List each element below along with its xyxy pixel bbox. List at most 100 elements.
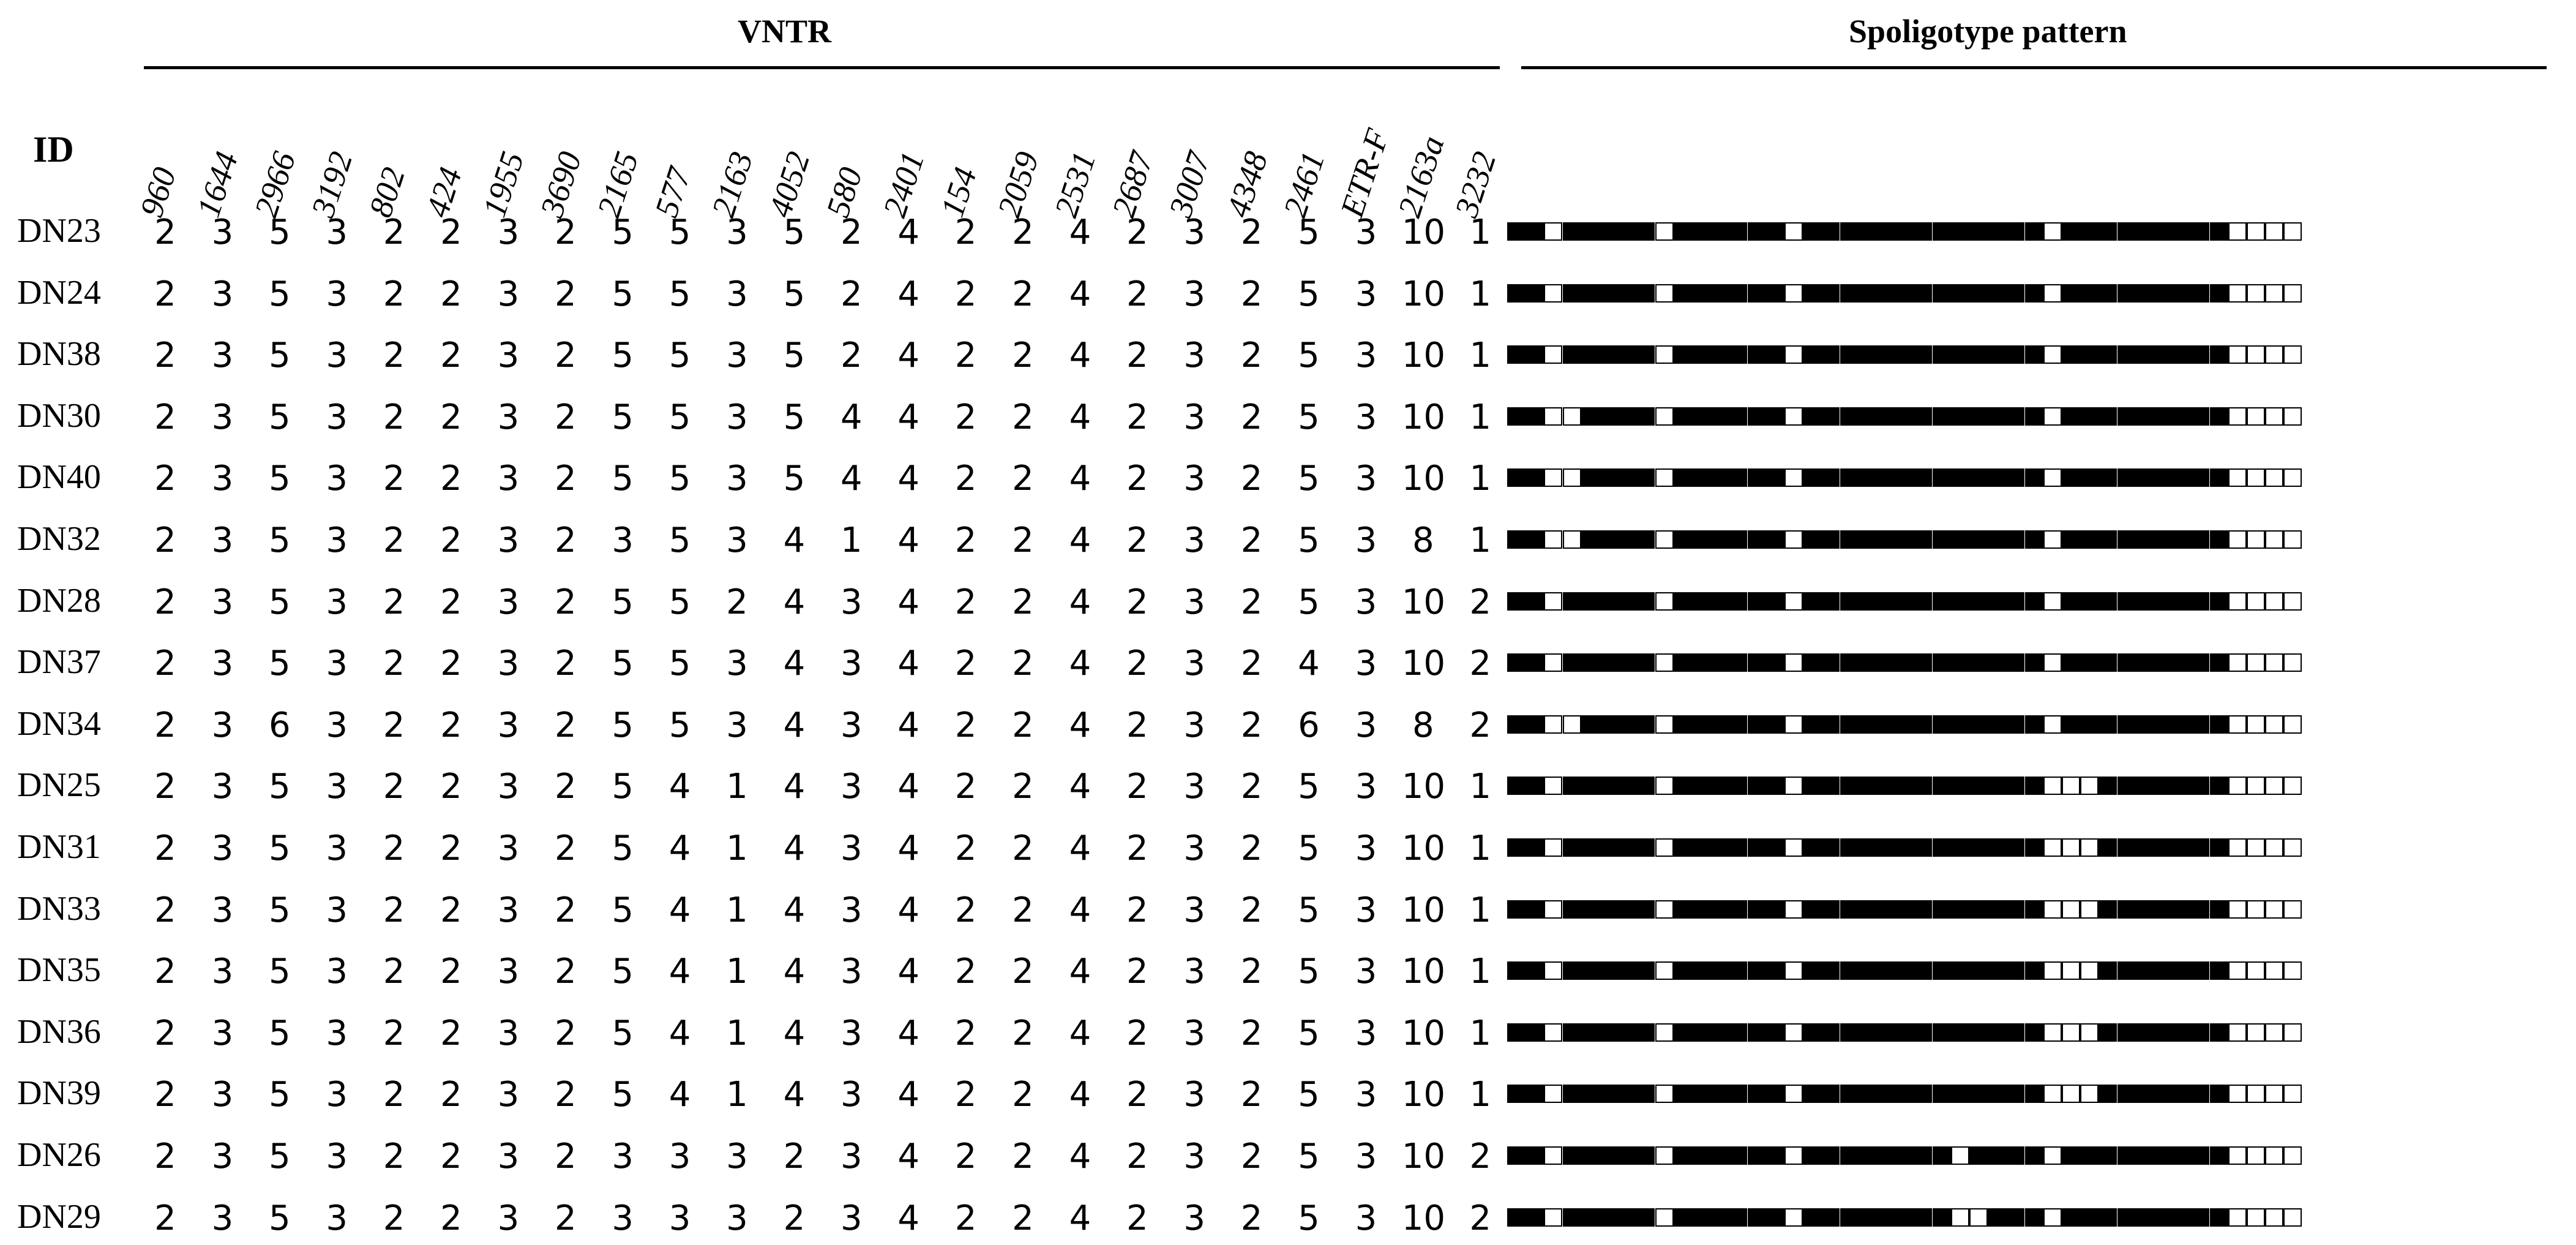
spacer-present [1765, 1085, 1784, 1104]
spacer-present [2099, 530, 2117, 549]
spacer-present [1618, 961, 1637, 980]
spacer-absent [1784, 468, 1803, 487]
vntr-value: 5 [612, 274, 634, 314]
vntr-value: 3 [326, 890, 348, 930]
vntr-value: 4 [897, 1137, 919, 1176]
spacer-present [2191, 653, 2210, 672]
spacer-present [1526, 653, 1544, 672]
spacer-present [1729, 592, 1748, 611]
spacer-absent [2247, 838, 2265, 857]
spacer-present [1858, 284, 1877, 303]
spacer-absent [1655, 653, 1674, 672]
spacer-present [1600, 345, 1618, 364]
spacer-absent [1562, 407, 1581, 426]
spacer-absent [2283, 961, 2302, 980]
vntr-value: 2 [440, 1137, 462, 1176]
spacer-present [1821, 1023, 1840, 1042]
spacer-present [2062, 468, 2080, 487]
spacer-absent [2283, 1085, 2302, 1104]
spacer-absent [2247, 653, 2265, 672]
spacer-present [1988, 407, 2007, 426]
spacer-present [1636, 284, 1655, 303]
spacer-present [1618, 715, 1637, 734]
vntr-value: 2 [1126, 767, 1148, 807]
spacer-present [1600, 715, 1618, 734]
spacer-present [1895, 284, 1914, 303]
spacer-present [1526, 407, 1544, 426]
vntr-value: 2 [554, 582, 577, 622]
spacer-present [2173, 468, 2192, 487]
spacer-present [1969, 284, 1988, 303]
spacer-present [2117, 1085, 2136, 1104]
spacer-absent [2043, 468, 2062, 487]
spacer-present [1821, 715, 1840, 734]
spacer-present [2062, 715, 2080, 734]
spacer-present [2209, 838, 2228, 857]
vntr-value: 3 [840, 1013, 863, 1053]
spacer-absent [1544, 1208, 1563, 1227]
spacer-present [2024, 530, 2043, 549]
spacer-present [1858, 222, 1877, 241]
spacer-present [1618, 284, 1637, 303]
spacer-absent [2247, 1208, 2265, 1227]
vntr-value: 3 [211, 1198, 234, 1238]
vntr-value: 2 [440, 767, 462, 807]
spacer-present [1877, 961, 1895, 980]
vntr-value: 4 [897, 767, 919, 807]
vntr-value: 1 [1469, 829, 1491, 868]
spacer-present [1618, 345, 1637, 364]
spacer-present [2154, 592, 2173, 611]
spacer-present [1914, 1146, 1933, 1165]
vntr-value: 3 [326, 1137, 348, 1176]
spacer-present [1988, 592, 2007, 611]
spacer-present [1673, 284, 1692, 303]
spacer-present [1747, 1146, 1766, 1165]
spacer-present [1858, 715, 1877, 734]
vntr-value: 4 [1069, 582, 1091, 622]
spacer-present [2135, 961, 2154, 980]
isolate-id: DN24 [17, 273, 101, 312]
vntr-value: 3 [1183, 1198, 1205, 1238]
spacer-present [2099, 1023, 2117, 1042]
spacer-absent [2283, 407, 2302, 426]
spacer-present [1858, 1208, 1877, 1227]
vntr-value: 2 [154, 459, 176, 499]
spacer-present [2154, 468, 2173, 487]
spacer-present [1673, 1023, 1692, 1042]
spacer-absent [1784, 592, 1803, 611]
spacer-present [2209, 961, 2228, 980]
vntr-value: 2 [383, 582, 405, 622]
vntr-value: 10 [1401, 459, 1446, 499]
spacer-absent [2043, 592, 2062, 611]
locus-header: 2461 [1276, 147, 1332, 222]
spoligotype-underline [1521, 66, 2547, 69]
spacer-present [1932, 468, 1951, 487]
locus-header: 2163 [704, 147, 760, 222]
spacer-present [1840, 468, 1859, 487]
vntr-value: 5 [612, 644, 634, 684]
spacer-present [1636, 1146, 1655, 1165]
vntr-value: 3 [1355, 890, 1377, 930]
spacer-present [2154, 961, 2173, 980]
spacer-absent [2043, 777, 2062, 796]
spacer-present [1803, 530, 1822, 549]
spacer-absent [2043, 715, 2062, 734]
spacer-present [2006, 468, 2025, 487]
spacer-absent [1655, 900, 1674, 919]
vntr-value: 2 [726, 582, 748, 622]
vntr-value: 2 [954, 1137, 977, 1176]
spacer-present [1729, 222, 1748, 241]
vntr-value: 2 [383, 336, 405, 376]
vntr-value: 5 [268, 1013, 291, 1053]
vntr-value: 5 [612, 890, 634, 930]
vntr-value: 3 [1183, 952, 1205, 992]
spacer-present [1600, 961, 1618, 980]
spacer-present [1618, 1023, 1637, 1042]
spacer-present [2209, 1146, 2228, 1165]
vntr-value: 2 [554, 644, 577, 684]
vntr-value: 2 [440, 397, 462, 437]
spacer-present [2135, 1146, 2154, 1165]
isolate-id: DN33 [17, 889, 101, 928]
locus-header: 2531 [1047, 147, 1103, 222]
spacer-present [1747, 1208, 1766, 1227]
